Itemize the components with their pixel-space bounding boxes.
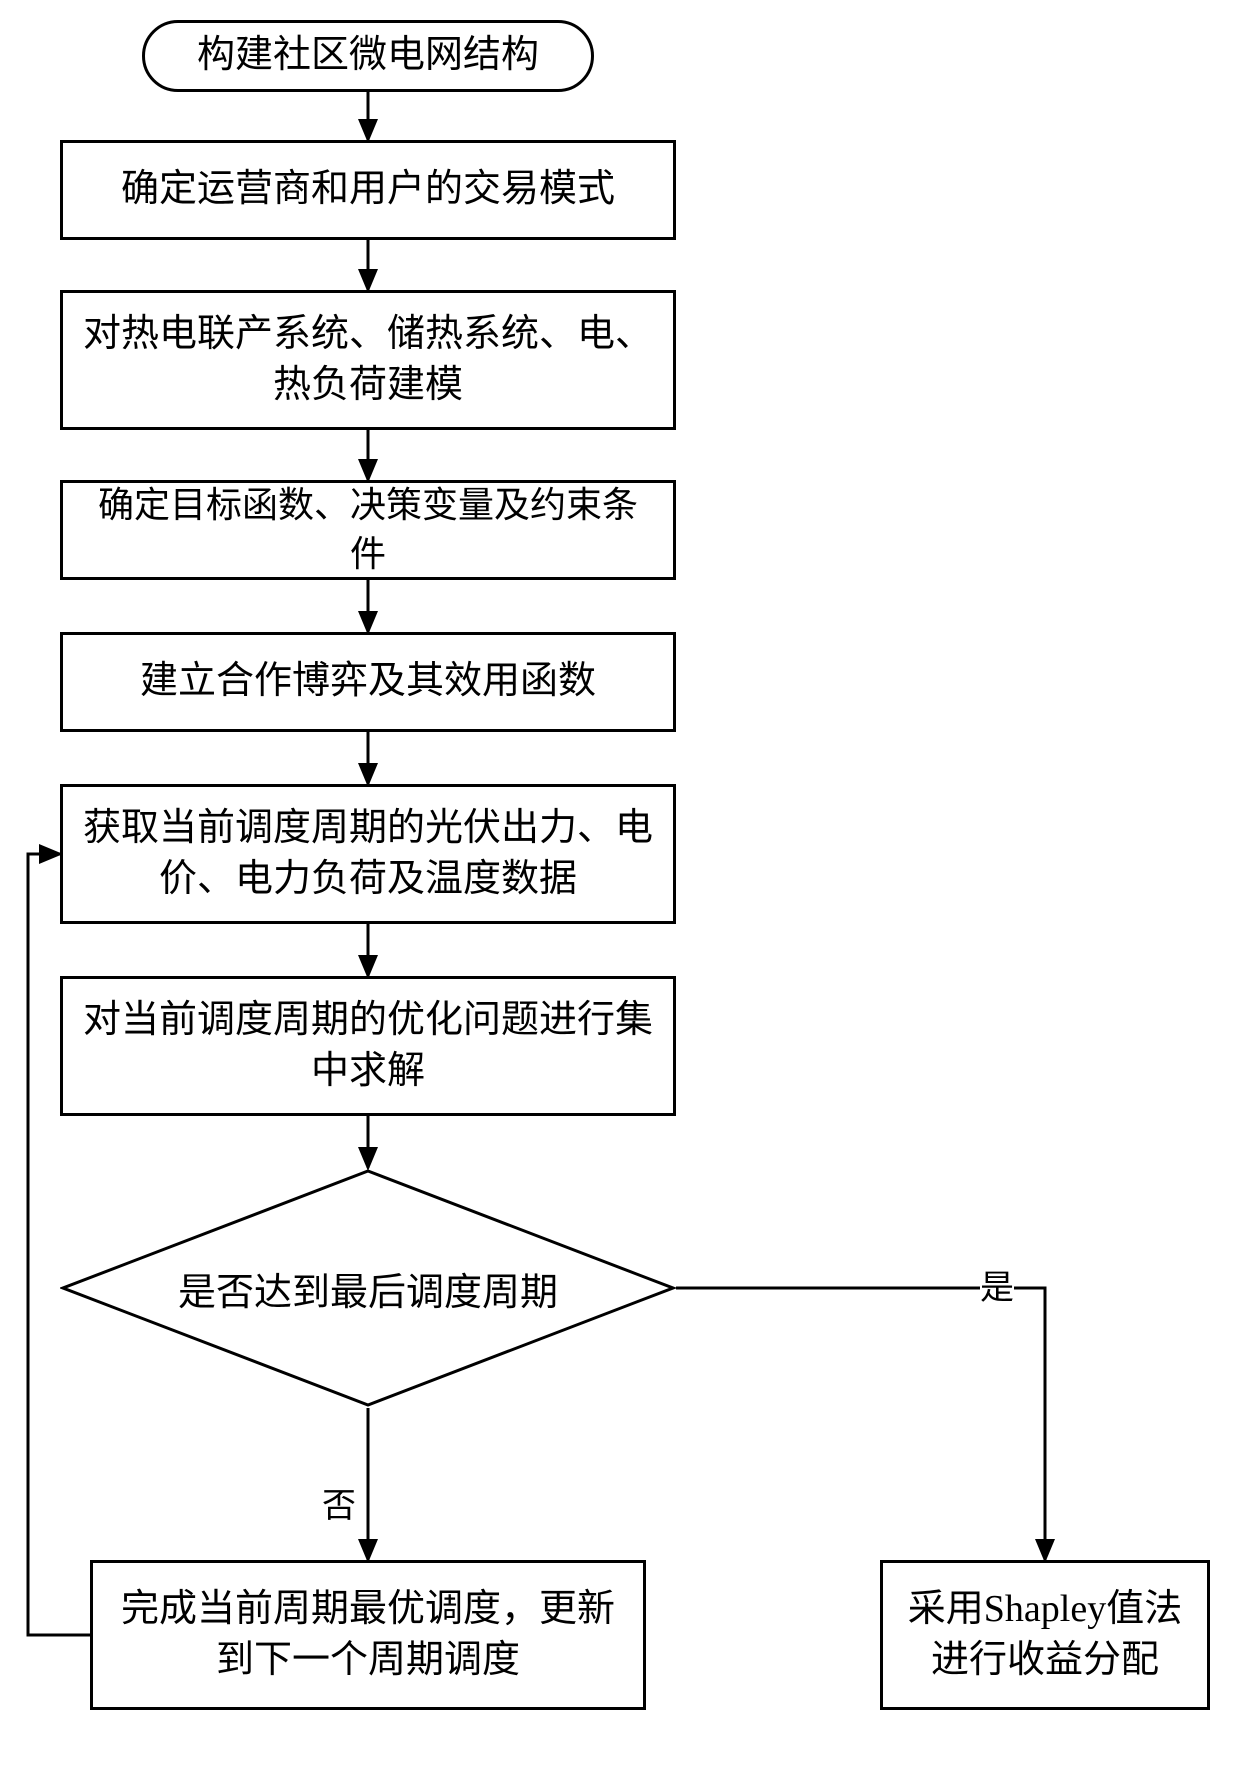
process-n10: 采用Shapley值法进行收益分配 xyxy=(880,1560,1210,1710)
process-n7: 对当前调度周期的优化问题进行集中求解 xyxy=(60,976,676,1116)
terminator-n1: 构建社区微电网结构 xyxy=(142,20,594,92)
process-n9: 完成当前周期最优调度，更新到下一个周期调度 xyxy=(90,1560,646,1710)
edge-label-n8-n10: 是 xyxy=(980,1260,1014,1309)
decision-n8: 是否达到最后调度周期 xyxy=(60,1168,676,1408)
process-n6: 获取当前调度周期的光伏出力、电价、电力负荷及温度数据 xyxy=(60,784,676,924)
process-n2: 确定运营商和用户的交易模式 xyxy=(60,140,676,240)
process-n5: 建立合作博弈及其效用函数 xyxy=(60,632,676,732)
edge-label-n8-n9: 否 xyxy=(322,1478,356,1527)
process-n3: 对热电联产系统、储热系统、电、热负荷建模 xyxy=(60,290,676,430)
decision-label-n8: 是否达到最后调度周期 xyxy=(60,1168,676,1408)
process-n4: 确定目标函数、决策变量及约束条件 xyxy=(60,480,676,580)
flowchart-container: 构建社区微电网结构确定运营商和用户的交易模式对热电联产系统、储热系统、电、热负荷… xyxy=(0,0,1240,1772)
